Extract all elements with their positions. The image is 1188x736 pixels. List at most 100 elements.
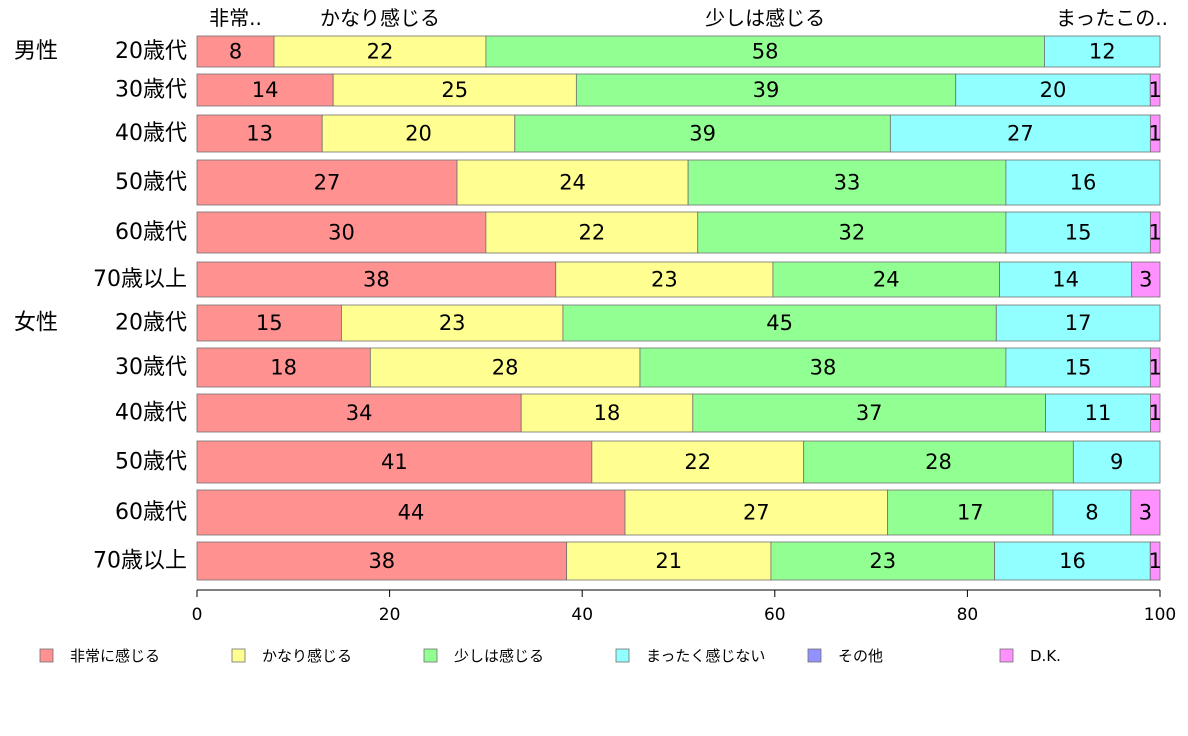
data-label: 24 bbox=[559, 171, 586, 195]
bar-segment bbox=[1005, 159, 1161, 206]
category-label: 70歳以上 bbox=[93, 549, 187, 574]
x-axis: 0 20 40 60 80 100 bbox=[192, 589, 1176, 625]
bar-segment bbox=[196, 489, 626, 536]
bar-segment bbox=[332, 73, 577, 107]
data-label: 39 bbox=[689, 122, 716, 146]
data-label: 18 bbox=[594, 401, 621, 425]
data-label: 28 bbox=[492, 356, 519, 380]
legend-label: D.K. bbox=[1030, 647, 1061, 665]
category-label: 70歳以上 bbox=[93, 267, 187, 292]
bar-segment bbox=[999, 261, 1133, 298]
legend-label: かなり感じる bbox=[262, 647, 352, 665]
bar-segment bbox=[1149, 211, 1161, 254]
legend-swatch bbox=[807, 648, 822, 663]
data-label: 30 bbox=[328, 221, 355, 245]
bar-segment bbox=[520, 393, 694, 433]
x-tick-label: 60 bbox=[764, 605, 786, 625]
data-label: 33 bbox=[834, 171, 861, 195]
bar-segment bbox=[770, 541, 996, 581]
data-label: 15 bbox=[1065, 356, 1092, 380]
category-label: 40歳代 bbox=[115, 401, 187, 426]
column-label: まったこの.. bbox=[1056, 6, 1168, 30]
data-label: 15 bbox=[256, 311, 283, 335]
bar-segment bbox=[196, 114, 323, 153]
category-label: 60歳代 bbox=[115, 220, 187, 245]
legend-label: 非常に感じる bbox=[70, 647, 160, 665]
bar-segment bbox=[995, 304, 1161, 342]
data-label: 25 bbox=[441, 78, 468, 102]
legend-swatch bbox=[231, 648, 246, 663]
bar-segment bbox=[196, 211, 487, 254]
bar-segment bbox=[196, 261, 557, 298]
bar-segment bbox=[1131, 261, 1161, 298]
bar-segment bbox=[692, 393, 1046, 433]
bar-segment bbox=[772, 261, 1000, 298]
group-label: 男性 bbox=[14, 39, 58, 64]
data-label: 39 bbox=[753, 78, 780, 102]
bar-segment bbox=[196, 541, 568, 581]
column-label: 少しは感じる bbox=[705, 6, 825, 30]
data-label: 3 bbox=[1139, 501, 1152, 525]
legend-swatch bbox=[999, 648, 1014, 663]
bar-segment bbox=[687, 159, 1007, 206]
data-label: 1 bbox=[1148, 122, 1161, 146]
bar-segment bbox=[575, 73, 957, 107]
data-label: 11 bbox=[1085, 401, 1112, 425]
bar-segment bbox=[196, 159, 458, 206]
data-label: 1 bbox=[1148, 78, 1161, 102]
data-label: 16 bbox=[1070, 171, 1097, 195]
data-label: 45 bbox=[766, 311, 793, 335]
data-label: 3 bbox=[1139, 268, 1152, 292]
data-label: 1 bbox=[1148, 221, 1161, 245]
bar-segment bbox=[994, 541, 1151, 581]
category-label: 30歳代 bbox=[115, 355, 187, 380]
data-label: 58 bbox=[752, 40, 779, 64]
bar-segment bbox=[889, 114, 1151, 153]
bar-segment bbox=[624, 489, 889, 536]
category-label: 50歳代 bbox=[115, 170, 187, 195]
legend-label: その他 bbox=[838, 647, 883, 665]
x-tick-label: 100 bbox=[1144, 605, 1176, 625]
bar-segment bbox=[196, 347, 371, 388]
category-label: 50歳代 bbox=[115, 450, 187, 475]
data-label: 21 bbox=[655, 549, 682, 573]
data-label: 17 bbox=[1065, 311, 1092, 335]
x-tick-label: 40 bbox=[571, 605, 593, 625]
data-label: 20 bbox=[405, 122, 432, 146]
bar-segment bbox=[562, 304, 997, 342]
bar-segment bbox=[955, 73, 1151, 107]
data-label: 1 bbox=[1148, 549, 1161, 573]
bar-segment bbox=[803, 440, 1074, 484]
category-label: 60歳代 bbox=[115, 500, 187, 525]
data-label: 38 bbox=[810, 356, 837, 380]
bar-segment bbox=[887, 489, 1054, 536]
y-axis-labels: 20歳代 30歳代 40歳代 50歳代 60歳代 70歳以上 20歳代 30歳代 40歳代 50歳… bbox=[14, 39, 187, 574]
bar-segment bbox=[1149, 73, 1161, 107]
bar-segment bbox=[1072, 440, 1161, 484]
x-tick-label: 80 bbox=[957, 605, 979, 625]
category-label: 20歳代 bbox=[115, 39, 187, 64]
data-label: 27 bbox=[743, 501, 770, 525]
legend-swatch bbox=[423, 648, 438, 663]
column-label: 非常.. bbox=[209, 6, 262, 30]
data-label: 8 bbox=[229, 40, 242, 64]
legend-label: 少しは感じる bbox=[454, 647, 544, 665]
legend-label: まったく感じない bbox=[646, 647, 765, 665]
data-label: 22 bbox=[684, 450, 711, 474]
category-label: 40歳代 bbox=[115, 121, 187, 146]
category-label: 20歳代 bbox=[115, 311, 187, 336]
bar-segment bbox=[196, 440, 593, 484]
category-label: 30歳代 bbox=[115, 78, 187, 103]
bar-segment bbox=[555, 261, 774, 298]
bar-segment bbox=[196, 35, 275, 68]
data-label: 22 bbox=[367, 40, 394, 64]
data-label: 22 bbox=[578, 221, 605, 245]
data-label: 12 bbox=[1089, 40, 1116, 64]
legend-swatch bbox=[39, 648, 54, 663]
data-label: 41 bbox=[381, 450, 408, 474]
group-label: 女性 bbox=[14, 311, 58, 336]
data-label: 24 bbox=[873, 268, 900, 292]
data-label: 38 bbox=[368, 549, 395, 573]
bar-segment bbox=[1149, 114, 1161, 153]
